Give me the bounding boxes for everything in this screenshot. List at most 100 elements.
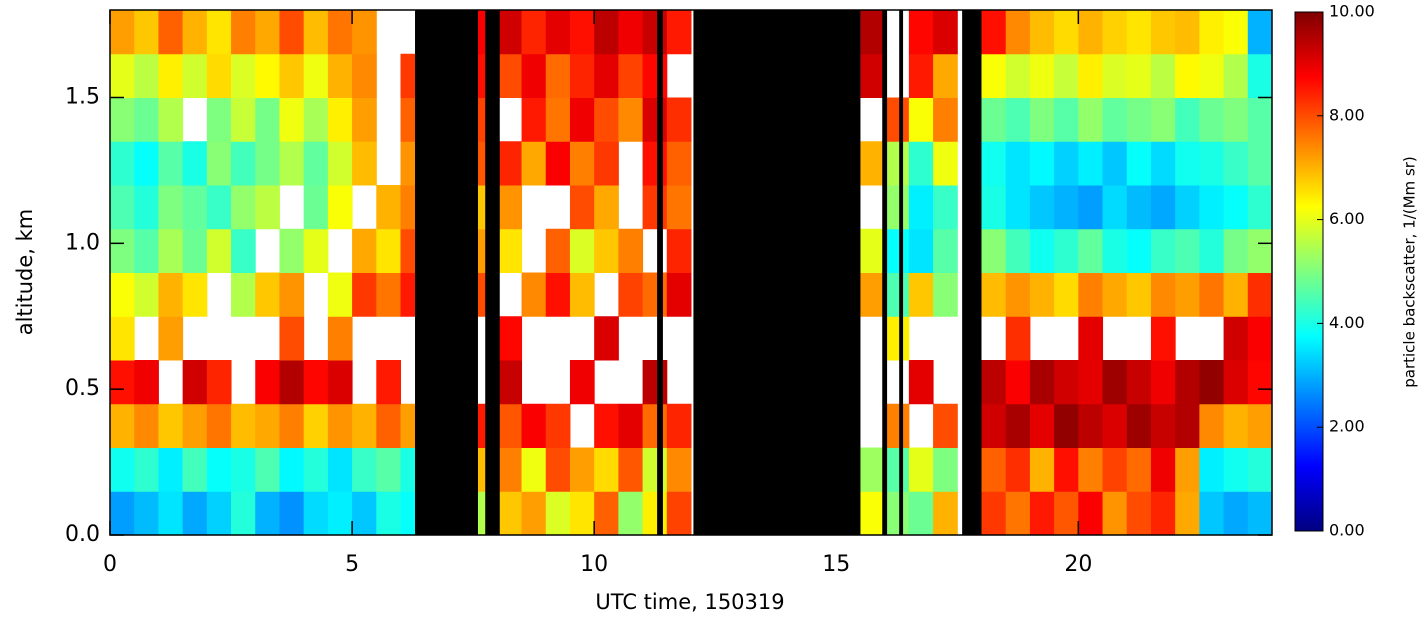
- heatmap-cell: [352, 491, 377, 536]
- heatmap-cell: [1054, 53, 1079, 98]
- heatmap-cell: [1054, 10, 1079, 55]
- heatmap-cell: [594, 10, 619, 55]
- heatmap-cell: [376, 228, 401, 273]
- heatmap-cell: [303, 228, 329, 273]
- heatmap-cell: [1126, 228, 1152, 273]
- heatmap-cell: [255, 403, 280, 448]
- heatmap-cell: [303, 403, 329, 448]
- heatmap-cell: [110, 97, 135, 142]
- heatmap-cell: [1005, 97, 1031, 142]
- heatmap-cell: [1150, 403, 1176, 448]
- heatmap-cell: [110, 141, 135, 186]
- x-tick-label: 20: [1064, 552, 1092, 577]
- heatmap-cell: [545, 228, 571, 273]
- heatmap-cell: [158, 141, 184, 186]
- heatmap-cell: [206, 447, 232, 492]
- heatmap-cell: [158, 272, 184, 317]
- heatmap-cell: [1199, 97, 1225, 142]
- heatmap-cell: [521, 491, 547, 536]
- heatmap-cell: [1029, 403, 1055, 448]
- heatmap-cell: [182, 10, 208, 55]
- heatmap-cell: [231, 447, 256, 492]
- heatmap-cell: [545, 97, 571, 142]
- heatmap-cell: [933, 272, 958, 317]
- heatmap-cell: [642, 185, 668, 230]
- heatmap-cell: [255, 10, 280, 55]
- heatmap-cell: [158, 447, 184, 492]
- heatmap-cell: [884, 185, 910, 230]
- heatmap-cell: [1005, 403, 1031, 448]
- heatmap-cell: [376, 447, 401, 492]
- heatmap-cell: [618, 447, 644, 492]
- heatmap-cell: [1223, 141, 1249, 186]
- heatmap-cell: [206, 403, 232, 448]
- heatmap-cell: [497, 141, 523, 186]
- heatmap-cell: [1150, 53, 1176, 98]
- heatmap-cell: [642, 447, 668, 492]
- instrument-off-period: [962, 10, 982, 535]
- heatmap-cell: [1223, 491, 1249, 536]
- heatmap-cell: [1102, 403, 1128, 448]
- heatmap-cell: [110, 447, 135, 492]
- heatmap-cell: [182, 403, 208, 448]
- heatmap-cell: [134, 403, 159, 448]
- heatmap-cell: [594, 316, 619, 361]
- heatmap-cell: [1029, 97, 1055, 142]
- heatmap-cell: [497, 10, 523, 55]
- heatmap-cell: [618, 53, 644, 98]
- heatmap-cell: [1102, 491, 1128, 536]
- heatmap-cell: [569, 10, 595, 55]
- heatmap-cell: [1029, 228, 1055, 273]
- heatmap-cell: [1223, 10, 1249, 55]
- heatmap-cell: [327, 97, 353, 142]
- y-tick-label: 1.0: [65, 230, 100, 255]
- instrument-off-period: [899, 10, 904, 535]
- heatmap-cell: [182, 272, 208, 317]
- heatmap-cell: [1102, 360, 1128, 405]
- heatmap-cell: [1078, 228, 1104, 273]
- heatmap-cell: [1175, 447, 1200, 492]
- plot-frame: [109, 9, 1273, 536]
- heatmap-cell: [933, 185, 958, 230]
- heatmap-cell: [303, 447, 329, 492]
- heatmap-cell: [981, 272, 1007, 317]
- y-axis-label: altitude, km: [13, 209, 37, 336]
- heatmap-cell: [158, 185, 184, 230]
- heatmap-cell: [327, 447, 353, 492]
- heatmap-cell: [1078, 272, 1104, 317]
- heatmap-cell: [352, 53, 377, 98]
- heatmap-cell: [1102, 228, 1128, 273]
- heatmap-cell: [1223, 360, 1249, 405]
- heatmap-cell: [1223, 316, 1249, 361]
- heatmap-cell: [279, 491, 305, 536]
- heatmap-cell: [1223, 53, 1249, 98]
- heatmap-cell: [1247, 53, 1273, 98]
- heatmap-cell: [327, 403, 353, 448]
- heatmap-cell: [642, 10, 668, 55]
- heatmap-cell: [1175, 228, 1200, 273]
- heatmap-cell: [279, 10, 305, 55]
- heatmap-cell: [352, 403, 377, 448]
- colorbar-tick-label: 4.00: [1329, 313, 1365, 332]
- heatmap-cell: [1199, 403, 1225, 448]
- heatmap-cell: [1175, 97, 1200, 142]
- heatmap-cell: [521, 97, 547, 142]
- heatmap-cell: [134, 97, 159, 142]
- heatmap-cell: [497, 447, 523, 492]
- heatmap-cell: [206, 491, 232, 536]
- heatmap-cell: [1005, 447, 1031, 492]
- colorbar-tick-label: 0.00: [1329, 521, 1365, 540]
- heatmap-cell: [1054, 403, 1079, 448]
- heatmap-cell: [182, 447, 208, 492]
- heatmap-cell: [1150, 272, 1176, 317]
- heatmap-cell: [666, 97, 692, 142]
- heatmap-cell: [642, 97, 668, 142]
- instrument-off-period: [485, 10, 500, 535]
- heatmap-cell: [1247, 272, 1273, 317]
- heatmap-cell: [110, 403, 135, 448]
- heatmap-cell: [642, 141, 668, 186]
- heatmap-cell: [231, 141, 256, 186]
- heatmap-cell: [1199, 228, 1225, 273]
- heatmap-cell: [206, 97, 232, 142]
- heatmap-cell: [666, 141, 692, 186]
